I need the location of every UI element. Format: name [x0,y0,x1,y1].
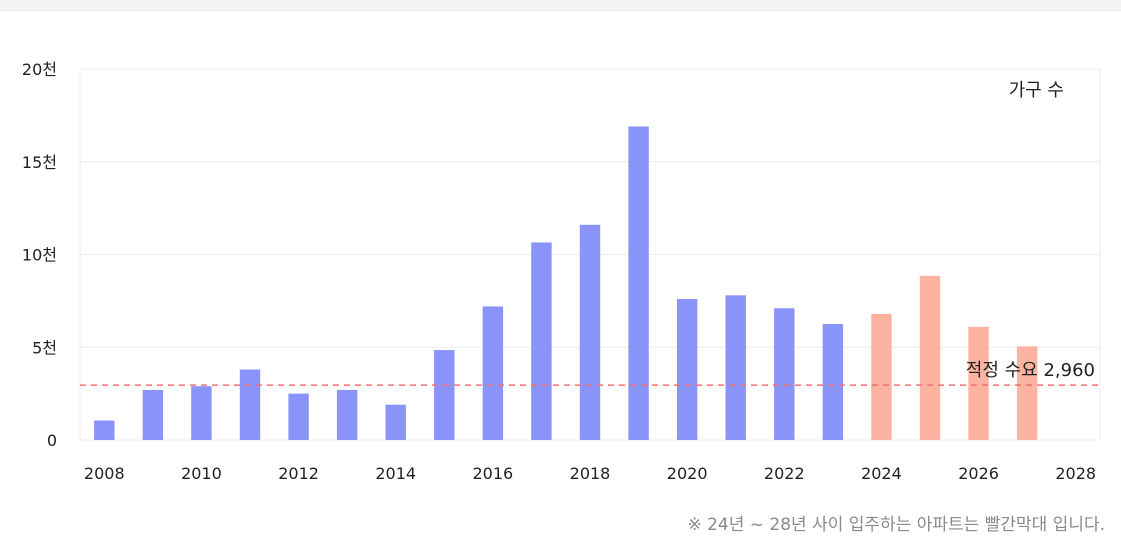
y-tick-label: 10천 [22,246,57,265]
top-bar [0,0,1121,11]
x-tick-label: 2028 [1055,464,1096,483]
y-tick-label: 0 [47,431,57,450]
x-tick-label: 2026 [958,464,999,483]
x-tick-label: 2010 [181,464,222,483]
bar-2020 [676,299,698,440]
bar-2025 [919,275,941,440]
y-tick-label: 5천 [32,338,57,357]
bar-series [94,126,1038,440]
bar-2027 [1016,346,1038,440]
y-tick-label: 20천 [22,60,57,79]
bar-2024 [871,313,892,440]
bar-2026 [968,326,989,440]
bar-2014 [385,404,406,440]
bar-2012 [288,393,309,440]
bar-2017 [531,242,552,440]
bar-2018 [579,224,601,440]
legend-label: 가구 수 [1009,80,1064,101]
x-tick-label: 2016 [472,464,513,483]
y-axis-ticks: 0 5천 10천 15천 20천 [22,60,57,450]
bar-2022 [774,308,795,440]
x-tick-label: 2012 [278,464,319,483]
bar-2021 [725,295,746,440]
bar-2009 [142,389,164,440]
bar-2016 [482,306,504,440]
x-tick-label: 2018 [570,464,611,483]
bar-2010 [191,386,212,440]
reference-line-label: 적정 수요 2,960 [966,360,1095,381]
bar-2019 [628,126,649,440]
x-axis-ticks: 2008 2010 2012 2014 2016 2018 2020 2022 2024 2026… [84,464,1096,483]
x-tick-label: 2020 [667,464,708,483]
x-tick-label: 2008 [84,464,125,483]
bar-2008 [94,420,115,440]
x-tick-label: 2022 [764,464,805,483]
bar-2015 [434,350,455,440]
bar-2013 [336,389,358,440]
bar-chart: 0 5천 10천 15천 20천 2008 2010 2012 2014 2016 2018 202… [22,60,1101,483]
bar-2011 [239,369,261,440]
footnote: ※ 24년 ~ 28년 사이 입주하는 아파트는 빨간막대 입니다. [687,515,1105,535]
x-tick-label: 2024 [861,464,902,483]
bar-2023 [822,324,844,440]
y-tick-label: 15천 [22,153,57,172]
x-tick-label: 2014 [375,464,416,483]
